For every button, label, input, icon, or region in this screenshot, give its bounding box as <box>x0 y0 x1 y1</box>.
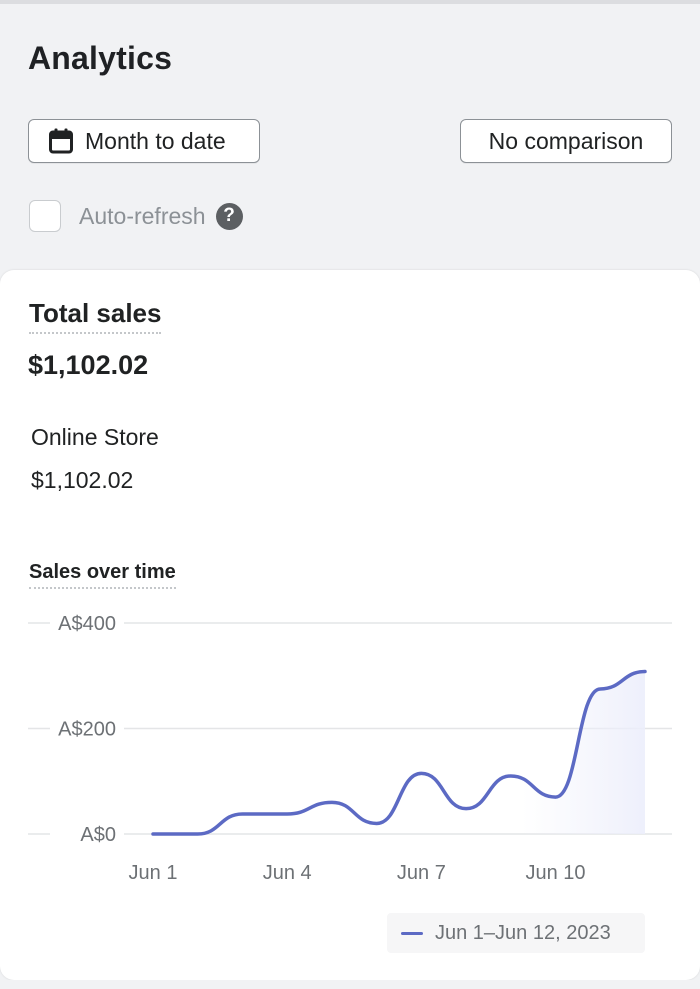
total-sales-value: $1,102.02 <box>28 350 149 380</box>
sales-line-chart: A$0 A$200 A$400 Jun 1 Jun 4 Jun 7 Jun 10 <box>28 613 672 884</box>
legend-swatch <box>401 931 423 935</box>
page-title: Analytics <box>28 40 173 76</box>
analytics-header: Analytics Month to date No comparison Au… <box>0 0 700 270</box>
auto-refresh-label: Auto-refresh <box>79 202 206 229</box>
chart-title[interactable]: Sales over time <box>29 561 176 589</box>
legend-label: Jun 1–Jun 12, 2023 <box>435 921 611 944</box>
question-mark-icon[interactable]: ? <box>215 202 243 230</box>
card-title[interactable]: Total sales <box>29 298 162 334</box>
breakdown-label: Online Store <box>31 424 159 450</box>
y-tick-label: A$200 <box>58 719 116 741</box>
auto-refresh-checkbox[interactable] <box>29 200 61 232</box>
top-border <box>0 0 700 4</box>
auto-refresh-row: Auto-refresh ? <box>29 200 243 232</box>
x-tick-label: Jun 10 <box>526 862 586 884</box>
date-range-button[interactable]: Month to date <box>28 119 260 163</box>
series-line <box>151 669 647 836</box>
series-area <box>153 671 645 834</box>
x-tick-label: Jun 7 <box>397 862 446 884</box>
x-tick-label: Jun 4 <box>263 862 312 884</box>
date-range-label: Month to date <box>85 127 226 154</box>
bottom-edge <box>0 980 700 989</box>
x-tick-label: Jun 1 <box>129 862 178 884</box>
y-tick-label: A$0 <box>80 824 116 846</box>
breakdown-value: $1,102.02 <box>31 467 134 493</box>
chart-legend: Jun 1–Jun 12, 2023 <box>387 913 645 953</box>
comparison-label: No comparison <box>488 127 644 154</box>
comparison-button[interactable]: No comparison <box>460 119 672 163</box>
calendar-icon <box>49 128 73 154</box>
total-sales-card: Total sales $1,102.02 Online Store $1,10… <box>0 270 700 980</box>
y-tick-label: A$400 <box>58 613 116 635</box>
